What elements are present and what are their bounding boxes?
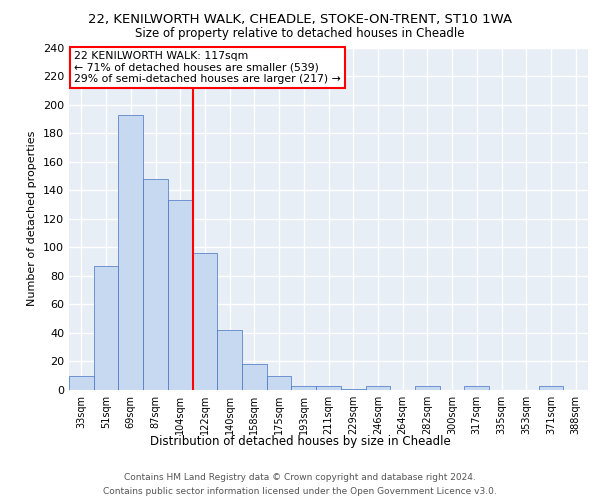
- Bar: [118, 114, 143, 390]
- Bar: [94, 266, 118, 390]
- Bar: [242, 364, 267, 390]
- Bar: [415, 386, 440, 390]
- Bar: [292, 386, 316, 390]
- Bar: [193, 253, 217, 390]
- Y-axis label: Number of detached properties: Number of detached properties: [28, 131, 37, 306]
- Bar: [143, 179, 168, 390]
- Text: 22, KENILWORTH WALK, CHEADLE, STOKE-ON-TRENT, ST10 1WA: 22, KENILWORTH WALK, CHEADLE, STOKE-ON-T…: [88, 12, 512, 26]
- Text: Distribution of detached houses by size in Cheadle: Distribution of detached houses by size …: [149, 435, 451, 448]
- Bar: [365, 386, 390, 390]
- Bar: [267, 376, 292, 390]
- Bar: [69, 376, 94, 390]
- Bar: [217, 330, 242, 390]
- Bar: [316, 386, 341, 390]
- Text: Size of property relative to detached houses in Cheadle: Size of property relative to detached ho…: [135, 28, 465, 40]
- Bar: [539, 386, 563, 390]
- Text: Contains public sector information licensed under the Open Government Licence v3: Contains public sector information licen…: [103, 488, 497, 496]
- Text: Contains HM Land Registry data © Crown copyright and database right 2024.: Contains HM Land Registry data © Crown c…: [124, 472, 476, 482]
- Bar: [168, 200, 193, 390]
- Text: 22 KENILWORTH WALK: 117sqm
← 71% of detached houses are smaller (539)
29% of sem: 22 KENILWORTH WALK: 117sqm ← 71% of deta…: [74, 51, 341, 84]
- Bar: [464, 386, 489, 390]
- Bar: [341, 388, 365, 390]
